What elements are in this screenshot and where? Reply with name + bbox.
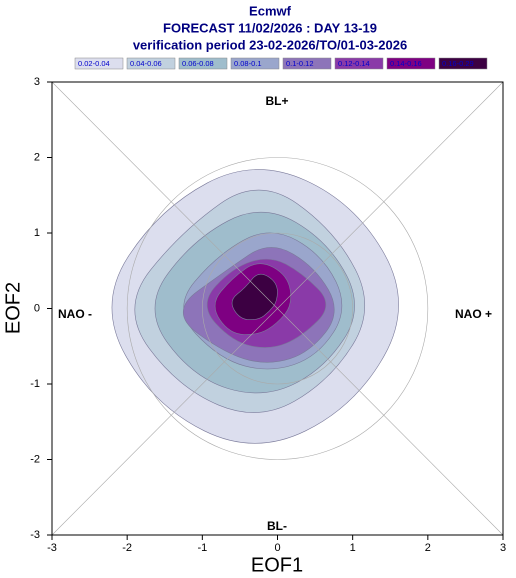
chart-subtitle: verification period 23-02-2026/TO/01-03-…: [133, 37, 407, 52]
legend-swatch: [334, 57, 384, 70]
contour-region: [231, 273, 278, 321]
legend-label: 0.14-0.16: [390, 59, 422, 68]
chart-subtitle: FORECAST 11/02/2026 : DAY 13-19: [163, 20, 377, 35]
x-tick-label: 2: [425, 542, 431, 554]
legend-label: 0.02-0.04: [78, 59, 110, 68]
legend-label: 0.12-0.14: [338, 59, 370, 68]
x-tick-label: -1: [197, 542, 207, 554]
annotation: BL+: [265, 94, 288, 108]
x-tick-label: 0: [274, 542, 280, 554]
diagonal: [51, 81, 504, 536]
x-tick-label: 1: [350, 542, 356, 554]
legend-label: 0.06-0.08: [182, 59, 214, 68]
ref-circle: [126, 157, 429, 460]
x-tick-label: 3: [500, 542, 506, 554]
x-tick-label: -3: [47, 542, 57, 554]
y-tick-label: 2: [34, 151, 40, 163]
y-tick-label: -2: [30, 453, 40, 465]
annotation: BL-: [267, 519, 287, 533]
legend-swatch: [74, 57, 124, 70]
legend-swatch: [126, 57, 176, 70]
y-tick-label: -1: [30, 378, 40, 390]
legend-label: 0.16-0.29: [442, 59, 474, 68]
y-tick-label: -3: [30, 529, 40, 541]
legend-swatch: [438, 57, 488, 70]
legend-label: 0.1-0.12: [286, 59, 314, 68]
y-axis-label: EOF2: [2, 282, 24, 334]
y-tick-label: 0: [34, 302, 40, 314]
x-axis-label: EOF1: [251, 554, 303, 576]
y-tick-label: 3: [34, 76, 40, 88]
legend-swatch: [386, 57, 436, 70]
legend-swatch: [178, 57, 228, 70]
legend-label: 0.08-0.1: [234, 59, 262, 68]
annotation: NAO -: [58, 307, 92, 321]
legend-swatch: [230, 57, 280, 70]
x-tick-label: -2: [122, 542, 132, 554]
annotation: NAO +: [455, 307, 492, 321]
legend-swatch: [282, 57, 332, 70]
ref-circle: [202, 232, 353, 385]
legend-label: 0.04-0.06: [130, 59, 162, 68]
y-tick-label: 1: [34, 227, 40, 239]
chart-title: Ecmwf: [249, 3, 292, 18]
